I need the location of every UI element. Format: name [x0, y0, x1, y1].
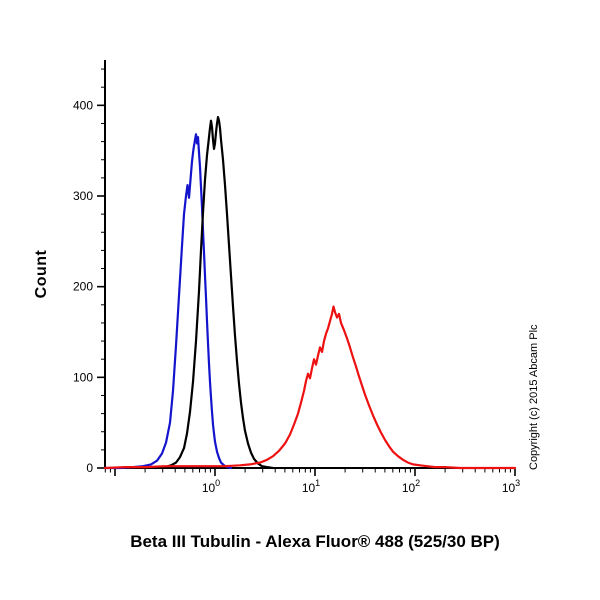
chart-title: Beta III Tubulin - Alexa Fluor® 488 (525… [130, 532, 500, 551]
histogram-curve-blue [103, 133, 233, 470]
y-tick-label: 300 [73, 189, 93, 203]
x-tick-label: 100 [202, 478, 220, 495]
histogram-curve-red [103, 305, 517, 470]
copyright-text: Copyright (c) 2015 Abcam Plc [528, 324, 540, 470]
x-tick-label: 102 [402, 478, 420, 495]
y-axis-label: Count [33, 249, 50, 299]
y-tick-label: 400 [73, 98, 93, 112]
x-tick-label: 101 [302, 478, 320, 495]
y-tick-label: 200 [73, 280, 93, 294]
histogram-curve-black [153, 115, 275, 470]
x-tick-label: 103 [502, 478, 520, 495]
y-tick-label: 100 [73, 370, 93, 384]
y-tick-label: 0 [86, 461, 93, 475]
